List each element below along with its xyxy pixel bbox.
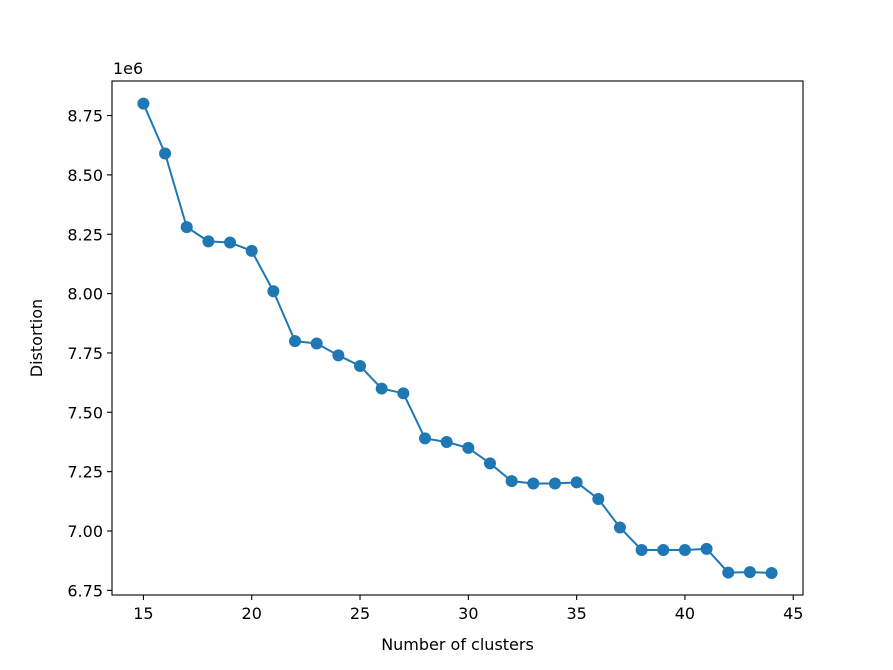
data-point — [570, 476, 583, 489]
data-point — [527, 477, 540, 490]
y-tick-label: 8.25 — [67, 225, 103, 244]
x-tick-label: 15 — [133, 604, 153, 623]
data-point — [332, 349, 345, 362]
y-tick-label: 8.00 — [67, 285, 103, 304]
data-point — [657, 544, 670, 557]
data-point — [483, 457, 496, 470]
data-point — [440, 435, 453, 448]
data-point — [548, 477, 561, 490]
y-tick-label: 7.00 — [67, 522, 103, 541]
data-point — [354, 360, 367, 373]
data-point — [743, 566, 756, 579]
data-point — [245, 244, 258, 257]
data-point — [397, 387, 410, 400]
plot-area-frame — [111, 80, 804, 596]
x-axis: 15 20 25 30 35 40 45 — [133, 595, 803, 623]
data-point — [505, 475, 518, 488]
x-tick-label: 30 — [458, 604, 478, 623]
x-tick-label: 25 — [350, 604, 370, 623]
y-tick-label: 7.75 — [67, 344, 103, 363]
x-tick-label: 40 — [675, 604, 695, 623]
x-axis-label: Number of clusters — [381, 635, 534, 654]
y-axis: 6.75 7.00 7.25 7.50 7.75 8.00 8.25 8.50 8.75 — [67, 107, 112, 600]
y-tick-label: 6.75 — [67, 581, 103, 600]
data-point — [267, 285, 280, 298]
data-point — [310, 337, 323, 350]
data-point — [678, 544, 691, 557]
data-point — [722, 566, 735, 579]
y-tick-label: 7.25 — [67, 463, 103, 482]
data-point — [419, 432, 432, 445]
data-point — [180, 221, 193, 234]
x-tick-label: 45 — [783, 604, 803, 623]
data-point — [224, 236, 237, 249]
y-tick-label: 7.50 — [67, 403, 103, 422]
data-point — [137, 97, 150, 110]
x-tick-label: 35 — [566, 604, 586, 623]
data-point — [202, 235, 215, 248]
y-tick-label: 8.75 — [67, 107, 103, 126]
x-tick-label: 20 — [242, 604, 262, 623]
data-point — [289, 335, 302, 348]
data-point — [700, 542, 713, 555]
y-axis-offset-label: 1e6 — [113, 59, 143, 78]
data-point — [592, 492, 605, 505]
data-point — [765, 567, 778, 580]
data-point — [613, 521, 626, 534]
y-axis-label: Distortion — [27, 299, 46, 377]
data-point — [462, 441, 475, 454]
data-point — [375, 382, 388, 395]
data-point — [635, 544, 648, 557]
y-tick-label: 8.50 — [67, 166, 103, 185]
data-point — [159, 147, 172, 160]
